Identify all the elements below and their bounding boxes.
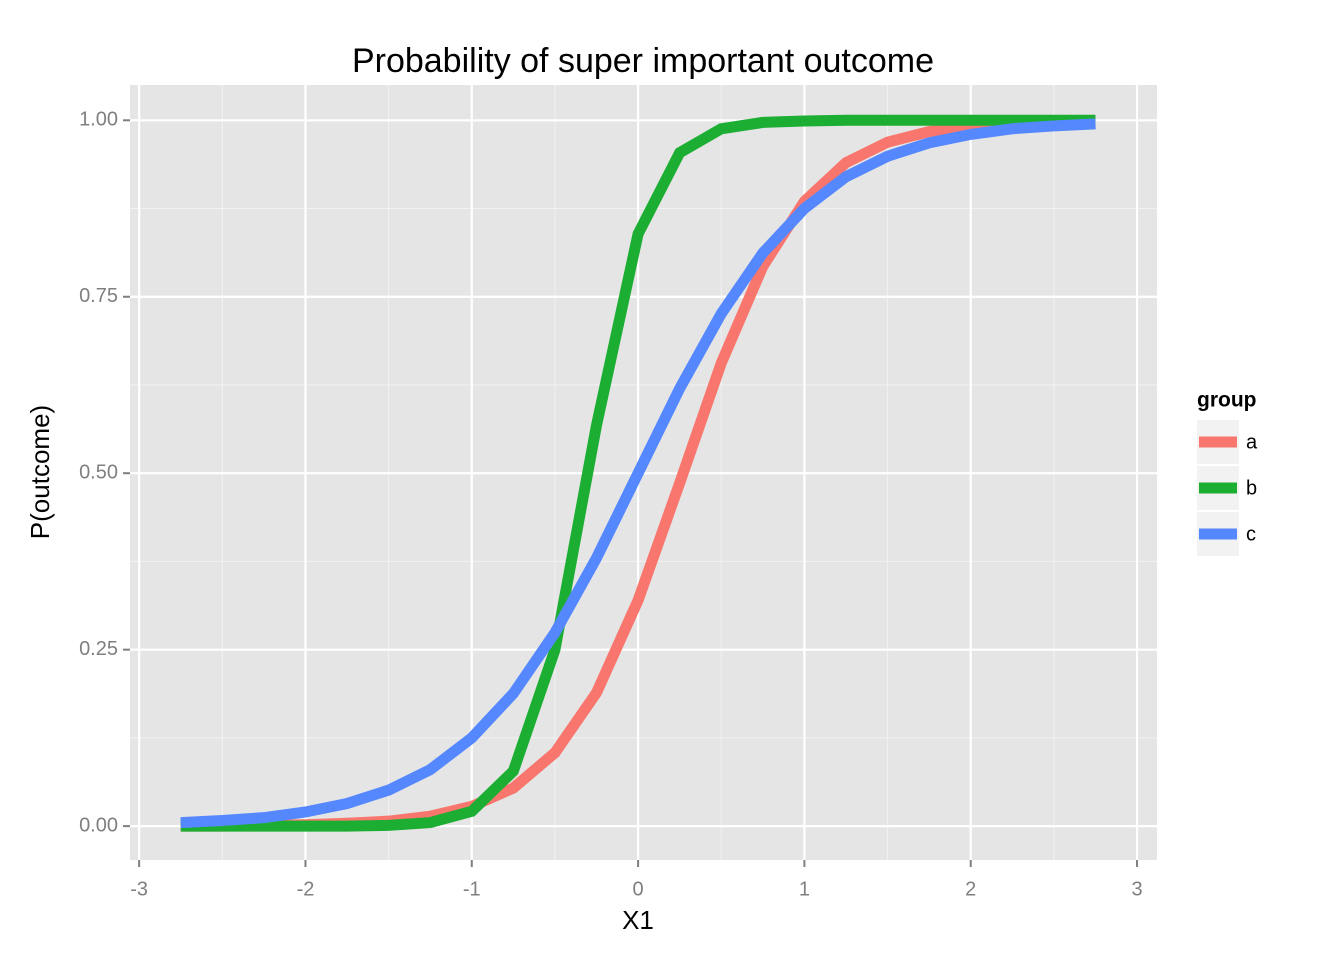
y-tick-label: 0.00 xyxy=(79,814,118,836)
series-line xyxy=(180,118,1096,829)
series-line xyxy=(180,114,1096,832)
y-tick-label: 0.25 xyxy=(79,638,118,660)
chart-title: Probability of super important outcome xyxy=(352,42,934,80)
y-tick-label: 0.50 xyxy=(79,461,118,483)
x-tick-label: 3 xyxy=(1131,878,1142,900)
y-tick-label: 1.00 xyxy=(79,109,118,131)
axes: -3 -2 -1 0 1 2 3 0.00 0.25 0.50 0.75 1.00 xyxy=(79,109,1143,901)
legend-label: a xyxy=(1246,431,1258,453)
x-tick-label: -3 xyxy=(130,878,148,900)
y-axis-label: P(outcome) xyxy=(25,405,55,539)
grid xyxy=(130,85,1157,860)
x-tick-label: 2 xyxy=(965,878,976,900)
legend: a b c xyxy=(1197,420,1258,556)
legend-label: b xyxy=(1246,477,1257,499)
x-tick-label: -1 xyxy=(463,878,481,900)
x-axis-label: X1 xyxy=(622,905,654,935)
legend-title: group xyxy=(1197,389,1256,412)
x-tick-label: 0 xyxy=(633,878,644,900)
x-tick-label: -2 xyxy=(297,878,315,900)
y-tick-label: 0.75 xyxy=(79,285,118,307)
legend-label: c xyxy=(1246,523,1256,545)
lines xyxy=(180,114,1096,832)
x-tick-label: 1 xyxy=(799,878,810,900)
